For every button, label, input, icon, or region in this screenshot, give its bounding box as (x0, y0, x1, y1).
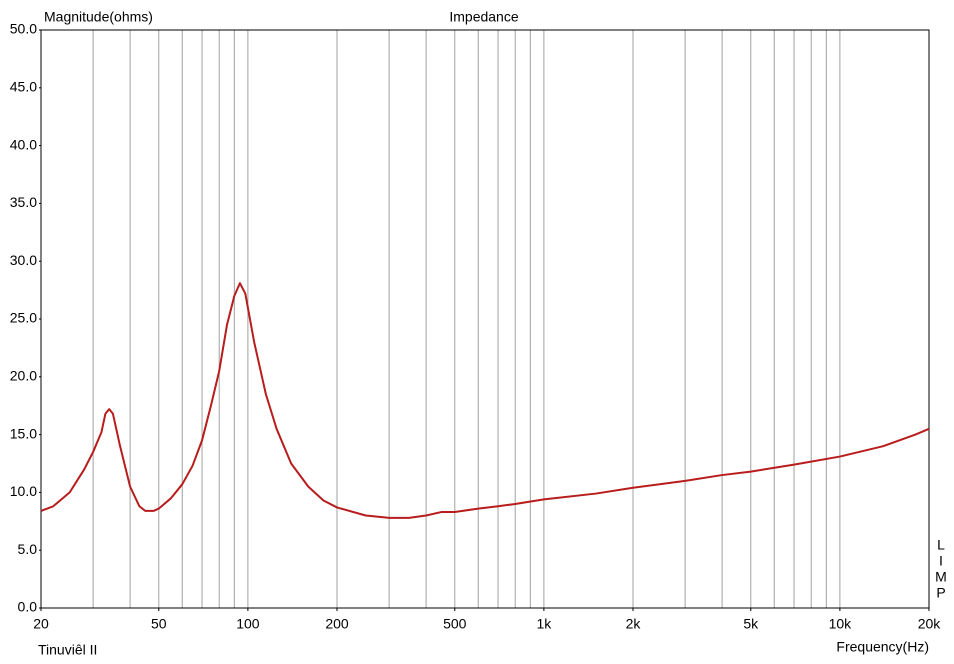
x-tick-label: 2k (626, 616, 642, 632)
y-tick-label: 45.0 (10, 79, 37, 95)
y-tick-label: 10.0 (10, 483, 37, 499)
y-tick-label: 40.0 (10, 136, 37, 152)
x-tick-label: 1k (536, 616, 552, 632)
y-tick-label: 25.0 (10, 310, 37, 326)
side-label: L (937, 537, 945, 553)
side-label: M (935, 569, 947, 585)
x-axis-label: Frequency(Hz) (836, 639, 929, 655)
y-tick-label: 35.0 (10, 194, 37, 210)
x-tick-label: 100 (236, 616, 260, 632)
y-tick-label: 15.0 (10, 425, 37, 441)
x-tick-label: 200 (325, 616, 349, 632)
y-tick-label: 0.0 (18, 599, 38, 615)
x-tick-label: 20 (33, 616, 49, 632)
y-tick-label: 50.0 (10, 21, 37, 37)
x-tick-label: 500 (443, 616, 467, 632)
impedance-line (40, 282, 930, 519)
side-label: I (939, 553, 943, 569)
y-tick-label: 30.0 (10, 252, 37, 268)
chart-title: Impedance (449, 9, 518, 25)
x-tick-label: 20k (918, 616, 942, 632)
y-axis-label: Magnitude(ohms) (44, 9, 153, 25)
x-tick-label: 10k (829, 616, 853, 632)
side-label: P (936, 585, 945, 601)
footer: Tinuviêl II (38, 642, 97, 658)
y-tick-label: 5.0 (18, 541, 38, 557)
x-tick-label: 5k (743, 616, 759, 632)
y-tick-label: 20.0 (10, 368, 37, 384)
x-tick-label: 50 (151, 616, 167, 632)
plot-frame (40, 29, 930, 609)
